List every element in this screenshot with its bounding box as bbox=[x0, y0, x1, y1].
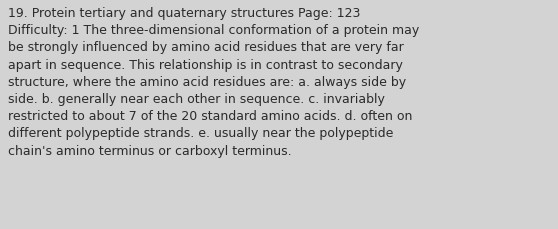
Text: 19. Protein tertiary and quaternary structures Page: 123
Difficulty: 1 The three: 19. Protein tertiary and quaternary stru… bbox=[8, 7, 420, 157]
